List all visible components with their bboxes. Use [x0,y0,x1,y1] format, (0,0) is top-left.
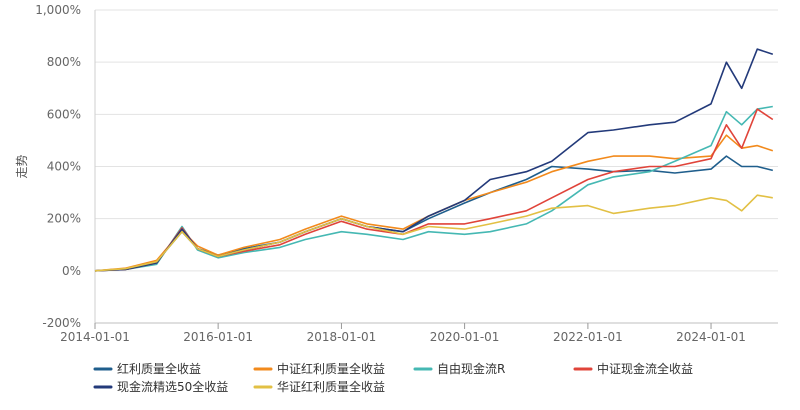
series-line-6 [94,194,773,272]
legend-item: 中证现金流全收益 [573,361,693,376]
x-tick-label: 2014-01-01 [60,330,130,344]
y-tick-label: 0% [62,264,81,278]
legend-label: 现金流精选50全收益 [117,379,228,394]
legend-label: 中证现金流全收益 [597,361,693,376]
legend-item: 自由现金流R [413,361,505,376]
x-tick-label: 2022-01-01 [553,330,623,344]
x-tick-label: 2020-01-01 [430,330,500,344]
series-line-2 [94,134,774,272]
legend-item: 华证红利质量全收益 [253,379,385,394]
legend-label: 中证红利质量全收益 [277,361,385,376]
series-lines [94,48,774,272]
x-tick-label: 2024-01-01 [676,330,746,344]
legend: 红利质量全收益 中证红利质量全收益 自由现金流R 中证现金流全收益现金流精选50全收益… [93,361,693,394]
y-axis-title: 走势 [15,154,29,178]
x-tick-label: 2018-01-01 [307,330,377,344]
legend-label: 红利质量全收益 [117,361,201,376]
axes: -200% 0% 200% 400% 600% 800% 1,000% 2014-01-01 2… [15,3,778,344]
y-tick-label: 200% [47,212,81,226]
legend-item: 红利质量全收益 [93,361,201,376]
y-tick-label: 400% [47,160,81,174]
grid-lines [95,9,778,324]
y-tick-label: -200% [42,316,81,330]
y-tick-label: 600% [47,107,81,121]
legend-item: 中证红利质量全收益 [253,361,385,376]
legend-label: 华证红利质量全收益 [277,379,385,394]
series-line-5 [94,48,774,272]
legend-label: 自由现金流R [437,361,505,376]
legend-item: 现金流精选50全收益 [93,379,228,394]
series-line-3 [94,105,773,272]
y-tick-label: 1,000% [35,3,81,17]
x-tick-label: 2016-01-01 [183,330,253,344]
y-tick-label: 800% [47,55,81,69]
